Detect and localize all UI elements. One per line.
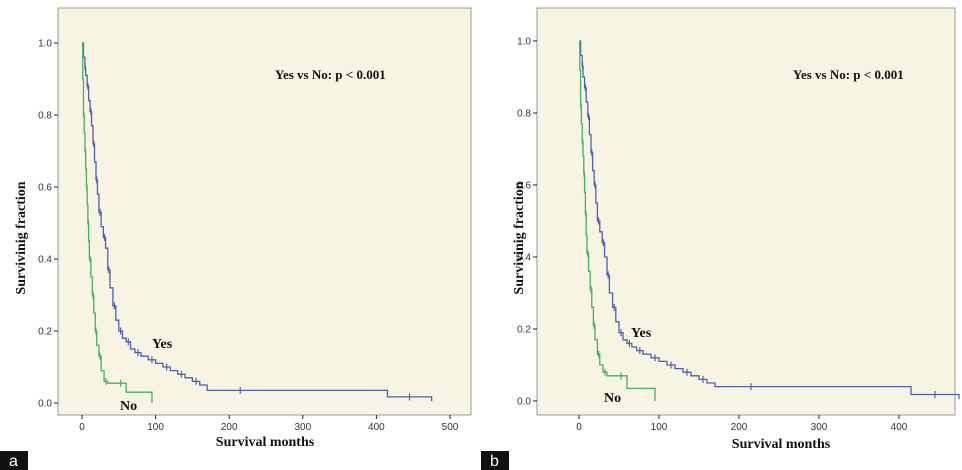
x-tick-label: 200 (731, 422, 748, 433)
x-tick-label: 100 (147, 422, 164, 433)
x-tick-label: 300 (811, 422, 828, 433)
panel-letter: b (490, 453, 499, 470)
x-tick-label: 100 (651, 422, 668, 433)
series-label-yes: Yes (152, 337, 173, 352)
chart-panel-b: 0.00.20.40.60.81.00100200300400500Surviv… (481, 0, 962, 470)
y-tick-label: 1.0 (38, 39, 52, 50)
y-tick-label: 0.0 (517, 397, 531, 408)
survival-curve-no (82, 42, 153, 403)
x-tick-label: 0 (576, 422, 582, 433)
y-tick-label: 0.6 (38, 183, 52, 194)
survival-chart-a: 0.0 0.2 0.4 0.6 0.8 1.0 0 100 200 300 400 500 Surviv… (0, 7, 472, 470)
series-label-no: No (120, 399, 137, 414)
x-tick-label: 300 (294, 422, 311, 433)
x-tick-label: 400 (891, 422, 908, 433)
p-value-annotation: Yes vs No: p < 0.001 (275, 67, 386, 82)
x-tick-label: 500 (442, 422, 459, 433)
survival-chart-b: 0.00.20.40.60.81.00100200300400500Surviv… (481, 7, 960, 470)
y-tick-label: 0.2 (517, 325, 531, 336)
x-tick-label: 0 (79, 422, 85, 433)
y-axis-title: Survivinig fraction (14, 181, 29, 294)
y-axis-title: Survivinig fraction (512, 181, 527, 294)
y-tick-label: 0.2 (38, 327, 52, 338)
survival-curve-no (579, 40, 656, 401)
x-axis-title: Survival months (732, 437, 831, 452)
y-tick-label: 1.0 (517, 37, 531, 48)
panel-letter: a (9, 453, 18, 470)
x-tick-label: 200 (221, 422, 238, 433)
x-axis-title: Survival months (216, 435, 315, 450)
y-tick-label: 0.8 (517, 109, 531, 120)
panel-letter-badge (481, 451, 509, 470)
chart-panel-a: 0.0 0.2 0.4 0.6 0.8 1.0 0 100 200 300 400 500 Surviv… (0, 7, 472, 470)
x-tick-label: 400 (368, 422, 385, 433)
y-tick-label: 0.6 (517, 181, 531, 192)
panel-letter-badge (0, 451, 28, 470)
series-label-yes: Yes (631, 326, 652, 341)
y-tick-label: 0.4 (517, 253, 531, 264)
plot-area (57, 7, 472, 416)
y-tick-label: 0.8 (38, 111, 52, 122)
plot-area (536, 7, 956, 416)
series-label-no: No (604, 391, 621, 406)
y-tick-label: 0.4 (38, 255, 52, 266)
y-tick-label: 0.0 (38, 399, 52, 410)
p-value-annotation: Yes vs No: p < 0.001 (793, 67, 904, 82)
